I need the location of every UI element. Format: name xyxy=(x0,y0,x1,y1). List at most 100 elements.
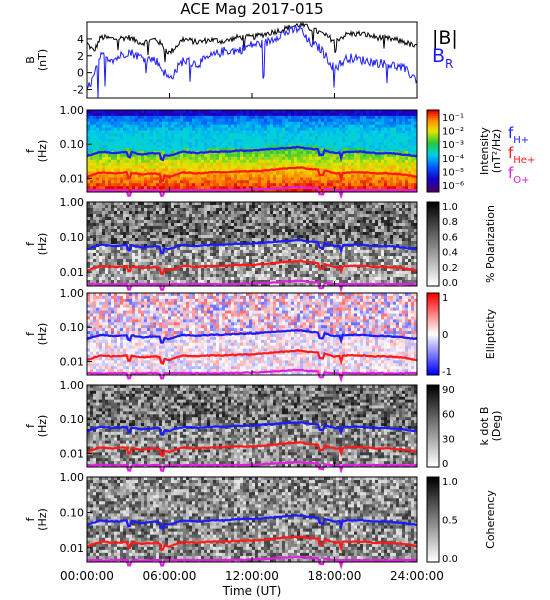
spectrogram-cell xyxy=(333,112,337,117)
spectrogram-cell xyxy=(90,186,94,190)
spectrogram-cell xyxy=(336,165,340,169)
spectrogram-cell xyxy=(363,156,367,161)
spectrogram-cell xyxy=(414,177,418,181)
spectrogram-cell xyxy=(144,115,148,120)
spectrogram-cell xyxy=(240,133,244,137)
spectrogram-cell xyxy=(165,151,169,155)
spectrogram-cell xyxy=(366,183,370,187)
spectrogram-cell xyxy=(165,145,169,149)
spectrogram-cell xyxy=(279,127,283,131)
spectrogram-cell xyxy=(279,153,283,158)
spectrogram-cell xyxy=(378,159,382,164)
spectrogram-cell xyxy=(141,110,145,114)
spectrogram-cell xyxy=(114,232,118,236)
spectrogram-cell xyxy=(303,133,307,137)
spectrogram-cell xyxy=(282,232,286,236)
spectrogram-cell xyxy=(213,133,217,137)
spectrogram-cell xyxy=(126,142,130,146)
spectrogram-cell xyxy=(213,127,217,131)
spectrogram-cell xyxy=(105,118,109,123)
spectrogram-cell xyxy=(96,232,100,236)
spectrogram-cell xyxy=(273,151,277,155)
spectrogram-cell xyxy=(363,177,367,181)
spectrogram-cell xyxy=(276,265,280,269)
spectrogram-cell xyxy=(336,183,340,187)
spectrogram-cell xyxy=(201,256,205,260)
spectrogram-cell xyxy=(300,162,304,167)
spectrogram-cell xyxy=(324,189,328,193)
spectrogram-cell xyxy=(144,139,148,143)
spectrogram-cell xyxy=(240,217,244,221)
spectrogram-cell xyxy=(297,142,301,146)
spectrogram-cell xyxy=(198,256,202,260)
spectrogram-cell xyxy=(252,202,256,206)
spectrogram-cell xyxy=(228,211,232,215)
spectrogram-cell xyxy=(177,156,181,161)
spectrogram-cell xyxy=(180,226,184,230)
spectrogram-cell xyxy=(210,217,214,221)
spectrogram-cell xyxy=(378,118,382,123)
spectrogram-cell xyxy=(309,127,313,131)
spectrogram-cell xyxy=(261,118,265,123)
spectrogram-cell xyxy=(213,139,217,143)
spectrogram-cell xyxy=(228,280,232,284)
spectrogram-cell xyxy=(144,244,148,248)
spectrogram-cell xyxy=(144,268,148,272)
spectrogram-cell xyxy=(213,118,217,123)
spectrogram-cell xyxy=(207,259,211,263)
spectrogram-cell xyxy=(246,205,250,209)
spectrogram-cell xyxy=(399,145,403,149)
spectrogram-cell xyxy=(90,145,94,149)
spectrogram-cell xyxy=(135,262,139,266)
spectrogram-cell xyxy=(240,127,244,131)
spectrogram-cell xyxy=(237,274,241,278)
spectrogram-cell xyxy=(135,235,139,239)
spectrogram-cell xyxy=(156,262,160,266)
spectrogram-cell xyxy=(408,171,412,175)
spectrogram-cell xyxy=(201,229,205,233)
spectrogram-cell xyxy=(258,136,262,140)
spectrogram-cell xyxy=(237,142,241,146)
spectrogram-cell xyxy=(174,139,178,143)
spectrogram-cell xyxy=(258,214,262,218)
spectrogram-cell xyxy=(264,208,268,212)
spectrogram-cell xyxy=(240,156,244,161)
spectrogram-cell xyxy=(156,208,160,212)
spectrogram-cell xyxy=(105,241,109,245)
spectrogram-cell xyxy=(291,118,295,123)
spectrogram-cell xyxy=(258,112,262,117)
spectrogram-cell xyxy=(168,145,172,149)
spectrogram-cell xyxy=(363,115,367,120)
spectrogram-cell xyxy=(390,112,394,117)
spectrogram-cell xyxy=(204,259,208,263)
spectrogram-cell xyxy=(141,253,145,257)
spectrogram-cell xyxy=(183,277,187,281)
spectrogram-cell xyxy=(117,223,121,227)
spectrogram-cell xyxy=(303,136,307,140)
spectrogram-cell xyxy=(387,133,391,137)
spectrogram-cell xyxy=(258,238,262,242)
spectrogram-cell xyxy=(195,142,199,146)
spectrogram-cell xyxy=(243,253,247,257)
spectrogram-cell xyxy=(393,162,397,167)
spectrogram-cell xyxy=(264,217,268,221)
spectrogram-cell xyxy=(240,180,244,184)
spectrogram-cell xyxy=(141,202,145,206)
spectrogram-cell xyxy=(219,247,223,251)
spectrogram-cell xyxy=(237,162,241,167)
spectrogram-cell xyxy=(102,211,106,215)
spectrogram-cell xyxy=(255,208,259,212)
spectrogram-cell xyxy=(225,148,229,152)
spectrogram-cell xyxy=(303,148,307,152)
spectrogram-cell xyxy=(327,159,331,164)
spectrogram-cell xyxy=(375,127,379,131)
spectrogram-cell xyxy=(402,112,406,117)
spectrogram-cell xyxy=(186,162,190,167)
spectrogram-cell xyxy=(195,208,199,212)
colorbar-tick-label: 10⁻⁵ xyxy=(442,167,464,178)
spectrogram-cell xyxy=(195,136,199,140)
spectrogram-cell xyxy=(87,159,91,164)
spectrogram-cell xyxy=(120,274,124,278)
spectrogram-cell xyxy=(219,241,223,245)
spectrogram-cell xyxy=(324,112,328,117)
